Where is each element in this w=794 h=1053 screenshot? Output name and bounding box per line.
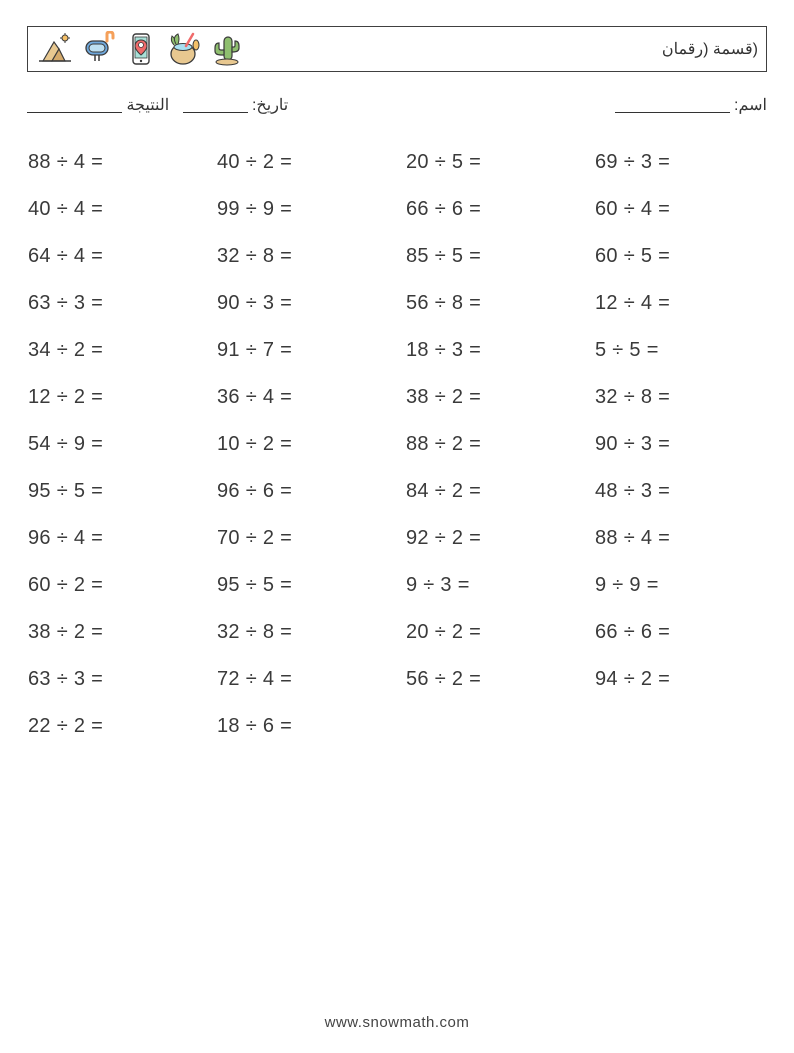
division-problem: 88 ÷ 4 = <box>28 139 199 186</box>
division-problem: 12 ÷ 4 = <box>595 280 766 327</box>
division-problem: 38 ÷ 2 = <box>28 609 199 656</box>
division-problem: 38 ÷ 2 = <box>406 374 577 421</box>
division-problem: 99 ÷ 9 = <box>217 186 388 233</box>
division-problem: 64 ÷ 4 = <box>28 233 199 280</box>
problems-grid: 88 ÷ 4 = 40 ÷ 2 = 20 ÷ 5 = 69 ÷ 3 = 40 ÷ 4 =… <box>27 135 767 750</box>
division-problem: 9 ÷ 3 = <box>406 562 577 609</box>
name-field: اسم: <box>615 94 767 115</box>
division-problem: 18 ÷ 6 = <box>217 703 388 750</box>
division-problem: 95 ÷ 5 = <box>217 562 388 609</box>
division-problem: 20 ÷ 5 = <box>406 139 577 186</box>
division-problem: 72 ÷ 4 = <box>217 656 388 703</box>
coconut-drink-icon <box>165 30 203 68</box>
footer-link: www.snowmath.com <box>0 1014 794 1031</box>
score-label: النتيجة <box>126 97 169 114</box>
division-problem: 96 ÷ 4 = <box>28 515 199 562</box>
division-problem: 88 ÷ 2 = <box>406 421 577 468</box>
name-label: اسم: <box>734 97 767 114</box>
division-problem: 60 ÷ 4 = <box>595 186 766 233</box>
division-problem: 54 ÷ 9 = <box>28 421 199 468</box>
division-problem: 60 ÷ 2 = <box>28 562 199 609</box>
division-problem: 18 ÷ 3 = <box>406 327 577 374</box>
score-blank <box>27 97 122 113</box>
division-problem: 56 ÷ 8 = <box>406 280 577 327</box>
division-problem: 66 ÷ 6 = <box>406 186 577 233</box>
division-problem: 88 ÷ 4 = <box>595 515 766 562</box>
division-problem: 92 ÷ 2 = <box>406 515 577 562</box>
division-problem: 63 ÷ 3 = <box>28 656 199 703</box>
date-label: تاريخ: <box>252 97 288 114</box>
division-problem: 5 ÷ 5 = <box>595 327 766 374</box>
division-problem: 12 ÷ 2 = <box>28 374 199 421</box>
division-problem: 34 ÷ 2 = <box>28 327 199 374</box>
division-problem: 91 ÷ 7 = <box>217 327 388 374</box>
division-problem: 90 ÷ 3 = <box>217 280 388 327</box>
division-problem: 32 ÷ 8 = <box>595 374 766 421</box>
date-blank <box>183 97 248 113</box>
worksheet-title: (قسمة (رقمان <box>662 39 758 59</box>
date-score-field: تاريخ: النتيجة <box>27 94 288 115</box>
info-row: اسم: تاريخ: النتيجة <box>27 94 767 115</box>
phone-location-icon <box>122 30 160 68</box>
division-problem: 95 ÷ 5 = <box>28 468 199 515</box>
division-problem: 40 ÷ 4 = <box>28 186 199 233</box>
division-problem: 70 ÷ 2 = <box>217 515 388 562</box>
division-problem: 96 ÷ 6 = <box>217 468 388 515</box>
division-problem: 69 ÷ 3 = <box>595 139 766 186</box>
division-problem <box>595 703 766 750</box>
name-blank <box>615 97 730 113</box>
worksheet-header: (قسمة (رقمان <box>27 26 767 72</box>
division-problem: 90 ÷ 3 = <box>595 421 766 468</box>
division-problem: 94 ÷ 2 = <box>595 656 766 703</box>
division-problem: 22 ÷ 2 = <box>28 703 199 750</box>
division-problem: 32 ÷ 8 = <box>217 609 388 656</box>
division-problem: 10 ÷ 2 = <box>217 421 388 468</box>
snorkel-icon <box>79 30 117 68</box>
cactus-icon <box>208 30 246 68</box>
division-problem: 48 ÷ 3 = <box>595 468 766 515</box>
division-problem: 9 ÷ 9 = <box>595 562 766 609</box>
division-problem: 66 ÷ 6 = <box>595 609 766 656</box>
division-problem <box>406 703 577 750</box>
division-problem: 32 ÷ 8 = <box>217 233 388 280</box>
division-problem: 20 ÷ 2 = <box>406 609 577 656</box>
division-problem: 85 ÷ 5 = <box>406 233 577 280</box>
division-problem: 60 ÷ 5 = <box>595 233 766 280</box>
pyramid-icon <box>36 30 74 68</box>
division-problem: 63 ÷ 3 = <box>28 280 199 327</box>
division-problem: 40 ÷ 2 = <box>217 139 388 186</box>
header-icons <box>36 30 246 68</box>
division-problem: 36 ÷ 4 = <box>217 374 388 421</box>
division-problem: 84 ÷ 2 = <box>406 468 577 515</box>
division-problem: 56 ÷ 2 = <box>406 656 577 703</box>
